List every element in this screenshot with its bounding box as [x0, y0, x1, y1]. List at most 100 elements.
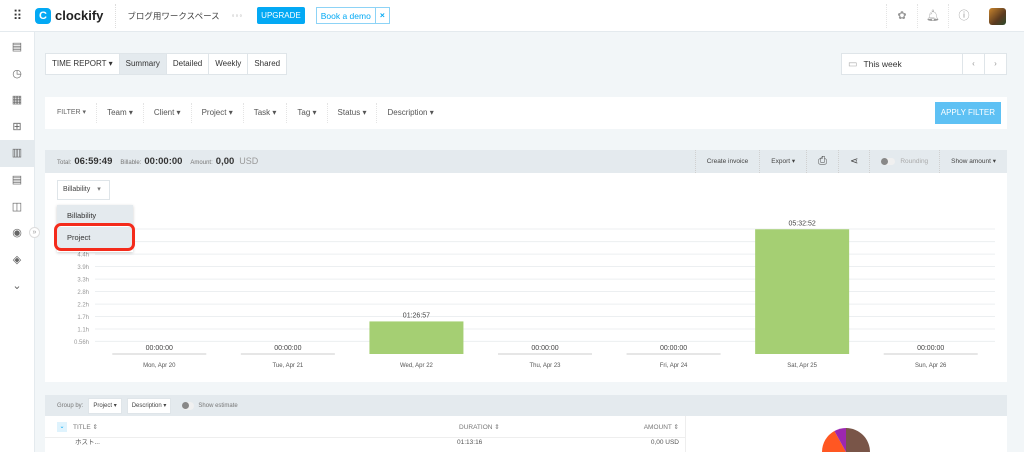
- bell-icon[interactable]: 🔔︎: [917, 4, 948, 28]
- chevron-down-icon[interactable]: ⌄: [12, 280, 22, 293]
- amount-value: 0,00: [215, 156, 235, 167]
- bar-chart: 0.56h 1.1h 1.7h 2.2h 2.8h 3.3h 3.9h 4.4h 00:00:0…: [74, 220, 995, 369]
- bar-value-label: 00:00:00: [274, 345, 301, 352]
- dashboard-icon[interactable]: ⊞: [12, 120, 22, 133]
- clock-icon[interactable]: ◷: [12, 67, 22, 80]
- x-tick-label: Wed, Apr 22: [400, 363, 434, 369]
- bar-value-label: 01:26:57: [403, 312, 430, 319]
- apps-grid-icon[interactable]: ⠿: [12, 7, 23, 23]
- pie-slice: [834, 428, 846, 452]
- group-by-project-select[interactable]: Project ▾: [88, 397, 122, 414]
- bar[interactable]: [369, 321, 464, 354]
- date-range-button[interactable]: ▭ This week: [848, 58, 902, 70]
- share-icon[interactable]: ⋖: [837, 150, 869, 173]
- group-by-description-select[interactable]: Description ▾: [126, 397, 172, 414]
- sidebar: ▤ ◷ ▦ ⊞ ▥ ▤ ◫ ◉ ◈ ⌄: [0, 32, 35, 452]
- tab-weekly[interactable]: Weekly: [209, 54, 249, 74]
- filter-team[interactable]: Team ▾: [97, 103, 144, 123]
- tab-shared[interactable]: Shared: [254, 59, 281, 68]
- report-tabs: TIME REPORT ▾ Summary Detailed Weekly Sh…: [45, 53, 288, 75]
- create-invoice-button[interactable]: Create invoice: [694, 150, 760, 173]
- y-tick-label: 1.7h: [77, 315, 89, 321]
- x-tick-label: Thu, Apr 23: [529, 363, 561, 369]
- timesheet-icon[interactable]: ▤: [11, 41, 23, 53]
- menu-item-project[interactable]: Project: [57, 227, 133, 248]
- upgrade-button[interactable]: UPGRADE: [257, 7, 305, 24]
- column-amount[interactable]: AMOUNT ⇕: [643, 423, 679, 431]
- x-tick-label: Fri, Apr 24: [660, 363, 688, 369]
- bar-value-label: 05:32:52: [789, 220, 816, 227]
- document-icon[interactable]: ▤: [11, 173, 23, 186]
- filter-client[interactable]: Client ▾: [144, 103, 192, 123]
- print-icon[interactable]: ⎙: [806, 150, 838, 173]
- bar-value-label: 00:00:00: [146, 345, 173, 352]
- show-amount-dropdown[interactable]: Show amount ▾: [939, 150, 1007, 173]
- date-range-picker: ▭ This week ‹ ›: [841, 53, 1007, 75]
- tab-detailed[interactable]: Detailed: [167, 54, 210, 74]
- next-week-button[interactable]: ›: [984, 54, 1006, 74]
- billable-duration: 00:00:00: [144, 156, 183, 167]
- book-demo-button[interactable]: Book a demo: [320, 10, 371, 21]
- bar-value-label: 00:00:00: [531, 345, 558, 352]
- filter-task[interactable]: Task ▾: [244, 103, 288, 123]
- filter-bar: FILTER ▾ Team ▾ Client ▾ Project ▾ Task …: [45, 97, 1007, 129]
- menu-item-billability[interactable]: Billability: [57, 205, 133, 226]
- book-demo-banner: Book a demo ×: [315, 7, 390, 24]
- x-tick-label: Tue, Apr 21: [272, 363, 303, 369]
- close-icon[interactable]: ×: [374, 8, 389, 23]
- total-duration: 06:59:49: [74, 156, 113, 167]
- bar-value-label: 00:00:00: [660, 345, 687, 352]
- reports-icon[interactable]: ▥: [0, 140, 34, 167]
- rounding-toggle[interactable]: Rounding: [869, 150, 939, 173]
- workspace-name[interactable]: ブログ用ワークスペース: [127, 10, 220, 21]
- filter-description[interactable]: Description ▾: [387, 108, 434, 117]
- apply-filter-button[interactable]: APPLY FILTER: [934, 102, 1001, 124]
- highlight-annotation: [54, 223, 135, 251]
- bar[interactable]: [755, 229, 850, 354]
- table-row[interactable]: ホスト... 01:13:16 0,00 USD: [75, 439, 679, 446]
- summary-card: Total: 06:59:49 Billable: 00:00:00 Amount:…: [45, 150, 1007, 382]
- toggle-switch[interactable]: [182, 401, 195, 410]
- y-tick-label: 4.4h: [77, 253, 89, 259]
- calendar-icon: ▭: [848, 58, 858, 70]
- y-tick-label: 3.3h: [77, 278, 89, 284]
- time-report-dropdown[interactable]: TIME REPORT ▾: [46, 54, 120, 74]
- filter-tag[interactable]: Tag ▾: [287, 103, 328, 123]
- export-dropdown[interactable]: Export ▾: [759, 150, 806, 173]
- calendar-icon[interactable]: ▦: [11, 94, 23, 107]
- column-title[interactable]: TITLE ⇕: [73, 423, 98, 431]
- y-tick-label: 3.9h: [77, 265, 89, 271]
- chart-group-menu: Billability Project: [57, 205, 133, 252]
- x-tick-label: Sat, Apr 25: [787, 363, 817, 369]
- clockify-logo-icon: C: [35, 7, 51, 24]
- puzzle-icon[interactable]: ✿: [886, 4, 917, 28]
- filter-label[interactable]: FILTER ▾: [45, 103, 98, 123]
- summary-bar: Total: 06:59:49 Billable: 00:00:00 Amount:…: [45, 150, 1007, 173]
- filter-status[interactable]: Status ▾: [328, 103, 378, 123]
- column-duration[interactable]: DURATION ⇕: [459, 423, 500, 431]
- y-tick-label: 1.1h: [77, 328, 89, 334]
- group-table-card: Group by: Project ▾ Description ▾ Show e…: [45, 395, 1007, 452]
- pie-slice: [846, 428, 870, 452]
- workspace-menu-button[interactable]: ◦◦◦: [231, 11, 244, 20]
- prev-week-button[interactable]: ‹: [962, 54, 984, 74]
- x-tick-label: Sun, Apr 26: [915, 363, 947, 369]
- tag-icon[interactable]: ◈: [12, 253, 22, 266]
- show-estimate-toggle[interactable]: Show estimate: [182, 401, 238, 410]
- toggle-switch[interactable]: [881, 158, 896, 165]
- expand-all-button[interactable]: ⌄: [57, 421, 67, 432]
- sidebar-collapse-button[interactable]: »: [29, 227, 40, 238]
- x-tick-label: Mon, Apr 20: [143, 363, 176, 369]
- bar-value-label: 00:00:00: [917, 345, 944, 352]
- avatar[interactable]: [989, 7, 1006, 25]
- tab-summary[interactable]: Summary: [119, 54, 167, 74]
- projects-icon[interactable]: ◫: [11, 200, 23, 213]
- y-tick-label: 2.8h: [77, 290, 89, 296]
- team-icon[interactable]: ◉: [12, 227, 22, 240]
- filter-project[interactable]: Project ▾: [192, 103, 244, 123]
- help-icon[interactable]: ⓘ: [948, 4, 979, 28]
- chart-group-select[interactable]: Billability ▾: [57, 180, 110, 200]
- y-tick-label: 0.56h: [74, 340, 89, 346]
